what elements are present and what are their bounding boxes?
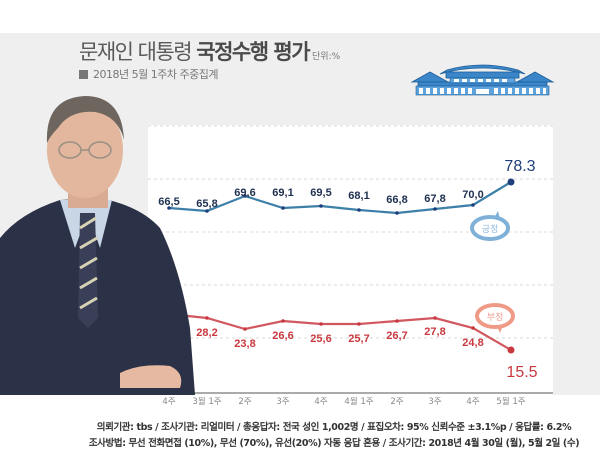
negative-value-label: 26,7 [386, 330, 407, 342]
negative-bubble-icon [475, 303, 515, 333]
survey-info-line2: 조사방법: 무선 전화면접 (10%), 무선 (70%), 유선(20%) 자… [88, 438, 580, 449]
negative-value-label: 27,8 [424, 326, 445, 338]
chart-card [148, 125, 553, 395]
negative-value-labels: 29,3 28,2 23,8 26,6 25,6 25,7 26,7 27,8 … [158, 324, 483, 350]
negative-value-label: 25,6 [310, 333, 331, 345]
negative-value-label: 28,2 [196, 327, 217, 339]
positive-value-label: 70,0 [462, 189, 483, 201]
negative-value-label: 24,8 [462, 337, 483, 349]
blue-house-icon [410, 64, 555, 96]
title-normal: 문재인 대통령 [79, 40, 197, 64]
subtitle-text: 2018년 5월 1주차 주중집계 [93, 68, 218, 81]
x-axis-label: 4월 1주 [344, 396, 373, 407]
negative-series-line [168, 312, 512, 351]
square-bullet-icon [79, 70, 88, 79]
x-axis-label: 4주 [314, 397, 327, 407]
x-axis-label: 2주 [238, 397, 251, 407]
positive-value-label: 69,6 [234, 187, 255, 199]
x-axis-label: 2주 [390, 397, 403, 407]
title-bold: 국정수행 평가 [196, 40, 310, 64]
positive-value-label: 66,8 [386, 194, 407, 206]
x-axis-label: 4주 [466, 397, 479, 407]
negative-latest-value: 15.5 [506, 364, 537, 381]
positive-bubble-icon [470, 211, 510, 241]
positive-value-labels: 66,5 65,8 69,6 69,1 69,5 68,1 66,8 67,8 … [158, 187, 483, 210]
chart-subtitle: 2018년 5월 1주차 주중집계 [79, 66, 218, 82]
positive-value-label: 67,8 [424, 193, 445, 205]
negative-value-label: 25,7 [348, 333, 369, 345]
negative-bubble-label: 부정 [487, 312, 504, 323]
positive-series-points [167, 178, 515, 215]
positive-series-line [168, 181, 512, 215]
positive-value-label: 66,5 [158, 196, 179, 208]
negative-series-points [167, 312, 515, 354]
positive-latest-value: 78.3 [504, 158, 535, 175]
positive-value-label: 69,1 [272, 187, 293, 199]
x-axis-labels: 4주 3월 1주 2주 3주 4주 4월 1주 2주 3주 4주 5월 1주 [162, 396, 525, 407]
unit-label: 단위:% [312, 52, 341, 62]
x-axis-label: 3주 [428, 397, 441, 407]
x-axis-label: 5월 1주 [496, 396, 525, 407]
survey-info-line1: 의뢰기관: tbs / 조사기관: 리얼미터 / 총응답자: 전국 성인 1,0… [96, 422, 572, 433]
x-axis-label: 3월 1주 [192, 396, 221, 407]
president-photo [0, 96, 195, 395]
x-axis-label: 4주 [162, 397, 175, 407]
chart-title: 문재인 대통령 국정수행 평가 단위:% [79, 36, 340, 66]
negative-value-label: 26,6 [272, 330, 293, 342]
positive-value-label: 65,8 [196, 198, 217, 210]
positive-value-label: 69,5 [310, 187, 331, 199]
negative-value-label: 23,8 [234, 338, 255, 350]
x-axis-label: 3주 [276, 397, 289, 407]
positive-bubble-label: 긍정 [482, 224, 499, 235]
positive-value-label: 68,1 [348, 190, 369, 202]
